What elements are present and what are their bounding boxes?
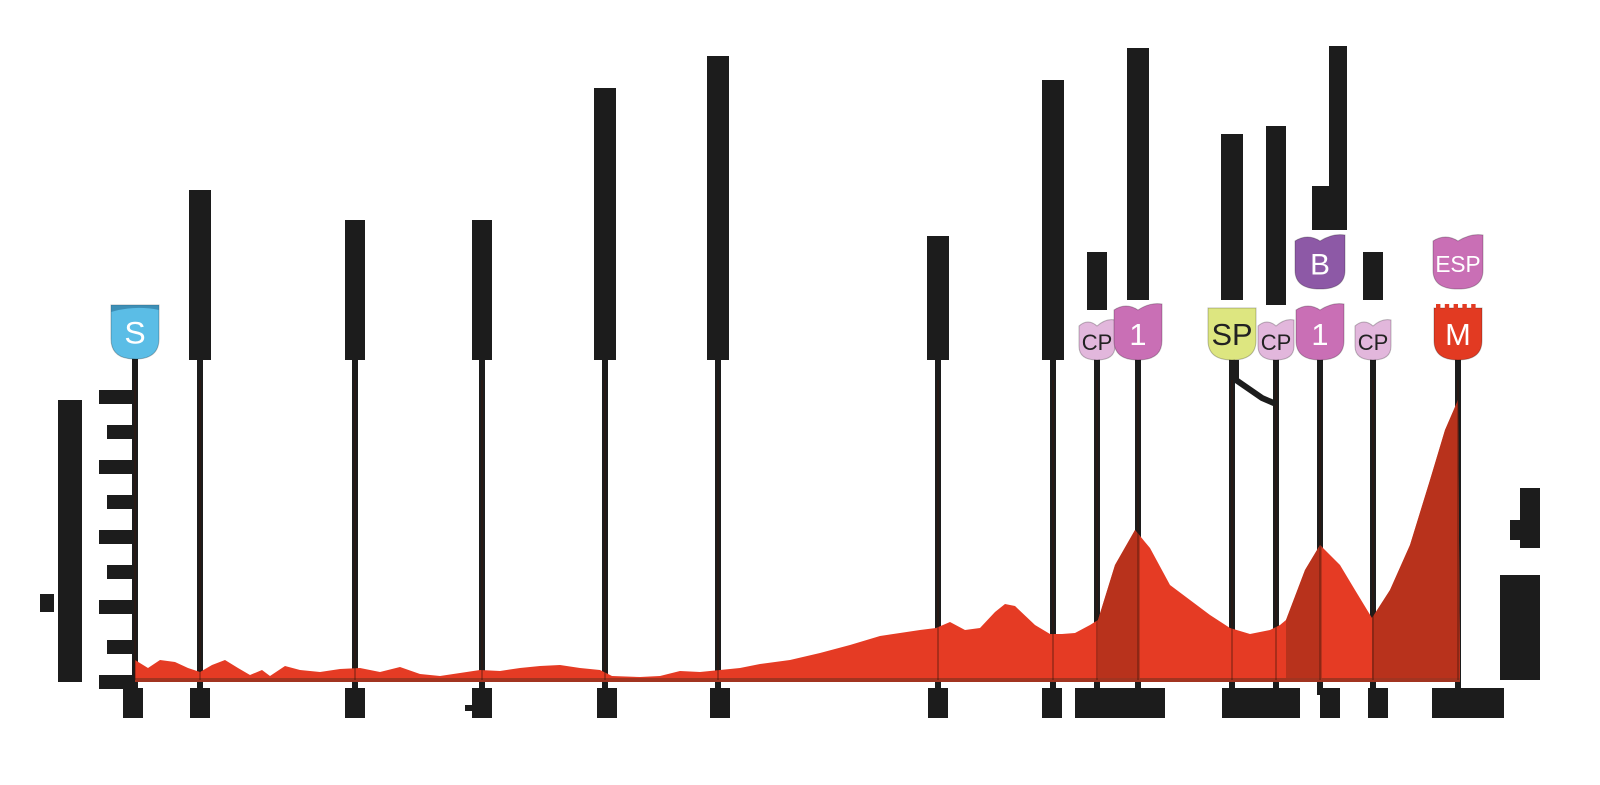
cp-badge-icon: CP	[1354, 319, 1392, 361]
svg-text:ESP: ESP	[1435, 251, 1480, 277]
place-label	[707, 56, 729, 360]
svg-text:M: M	[1445, 317, 1471, 352]
place-label	[1221, 134, 1243, 300]
right-label-redacted	[1500, 488, 1540, 680]
x-tick-label	[597, 688, 617, 718]
x-tick-label	[1368, 688, 1388, 718]
x-tick-label	[1042, 688, 1062, 718]
place-label	[1087, 252, 1107, 310]
x-tick-label	[123, 688, 143, 718]
y-tick-label	[107, 495, 133, 509]
place-label	[1127, 48, 1149, 300]
x-tick-label	[472, 688, 492, 718]
1-badge-icon: 1	[1295, 303, 1345, 361]
place-label	[1266, 126, 1286, 305]
y-tick-label	[107, 640, 133, 654]
1-badge-icon: 1	[1113, 303, 1163, 361]
svg-text:S: S	[124, 314, 145, 350]
place-label	[189, 190, 211, 360]
s-badge-icon: S	[110, 304, 160, 360]
sp-badge-icon: SP	[1207, 307, 1257, 361]
svg-text:CP: CP	[1082, 330, 1113, 355]
place-name-labels-redacted	[189, 46, 1383, 407]
marker-badges: S CP 1 SP CP 1 B CP M ESP	[110, 234, 1484, 361]
place-label	[1042, 80, 1064, 360]
place-label	[1329, 46, 1347, 230]
m-badge-icon: M	[1433, 304, 1483, 361]
place-label	[472, 220, 492, 360]
cp-badge-icon: CP	[1257, 319, 1295, 361]
y-tick-label	[99, 390, 133, 404]
y-axis-label-redacted	[40, 400, 82, 682]
x-tick-label	[190, 688, 210, 718]
x-tick-label	[1320, 688, 1340, 718]
y-tick-label	[99, 600, 133, 614]
svg-text:1: 1	[1129, 317, 1146, 352]
svg-text:1: 1	[1311, 317, 1328, 352]
x-axis-km-labels	[123, 688, 1504, 718]
y-tick-label	[99, 530, 133, 544]
y-tick-label	[107, 565, 133, 579]
place-label	[1363, 252, 1383, 300]
place-label	[1312, 186, 1332, 230]
y-tick-label	[107, 425, 133, 439]
place-label	[594, 88, 616, 360]
place-label	[927, 236, 949, 360]
y-tick-label	[99, 675, 133, 689]
svg-text:CP: CP	[1358, 330, 1389, 355]
place-label	[345, 220, 365, 360]
svg-text:CP: CP	[1261, 330, 1292, 355]
cp-badge-icon: CP	[1078, 319, 1116, 361]
y-tick-label	[99, 460, 133, 474]
svg-text:SP: SP	[1211, 317, 1252, 352]
svg-text:B: B	[1310, 249, 1330, 282]
x-tick-label	[928, 688, 948, 718]
esp-badge-icon: ESP	[1432, 234, 1484, 290]
x-tick-label	[710, 688, 730, 718]
b-badge-icon: B	[1294, 234, 1346, 290]
x-tick-label	[345, 688, 365, 718]
